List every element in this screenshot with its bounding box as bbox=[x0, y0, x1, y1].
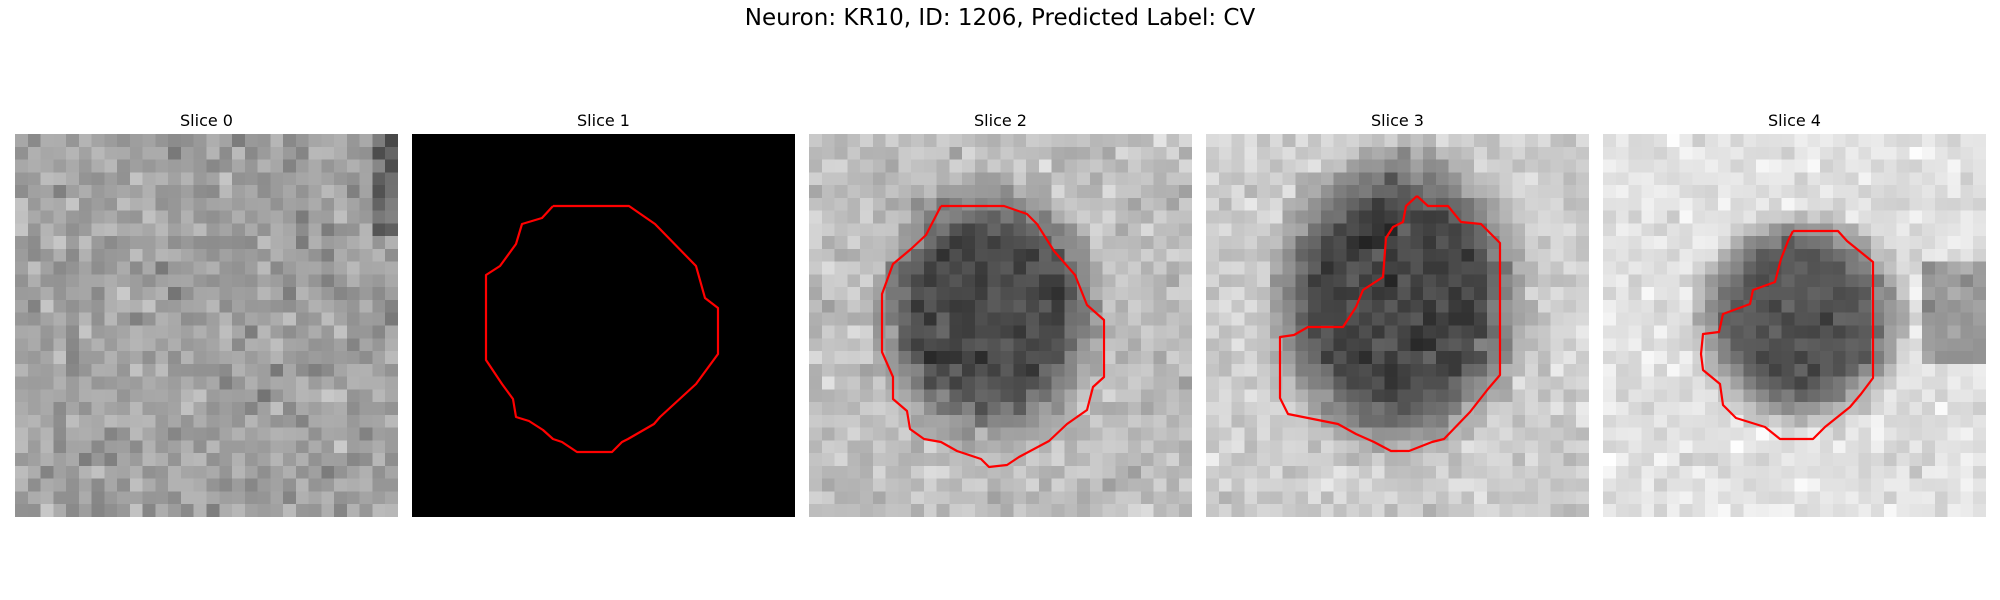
panel-title: Slice 4 bbox=[1768, 111, 1821, 130]
figure-title: Neuron: KR10, ID: 1206, Predicted Label:… bbox=[744, 5, 1256, 31]
roi-contour bbox=[1699, 229, 1875, 441]
panel-title: Slice 2 bbox=[974, 111, 1027, 130]
slice-image bbox=[15, 134, 398, 517]
slice-image bbox=[1603, 134, 1986, 517]
roi-contour bbox=[484, 204, 720, 454]
panel-slice-1: Slice 1 bbox=[412, 108, 795, 517]
slice-image bbox=[1206, 134, 1589, 517]
panel-title: Slice 1 bbox=[577, 111, 630, 130]
roi-contour bbox=[1278, 195, 1502, 453]
roi-contour bbox=[880, 204, 1106, 469]
panel-title: Slice 0 bbox=[180, 111, 233, 130]
panel-title: Slice 3 bbox=[1371, 111, 1424, 130]
panel-slice-4: Slice 4 bbox=[1603, 108, 1986, 517]
slice-image bbox=[412, 134, 795, 517]
slice-image bbox=[809, 134, 1192, 517]
panel-slice-2: Slice 2 bbox=[809, 108, 1192, 517]
panel-slice-3: Slice 3 bbox=[1206, 108, 1589, 517]
panel-slice-0: Slice 0 bbox=[15, 108, 398, 517]
